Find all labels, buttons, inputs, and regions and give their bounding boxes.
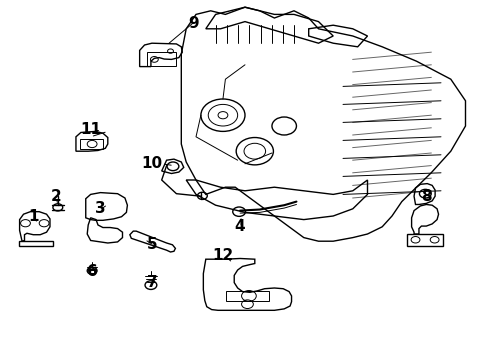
Text: 4: 4 xyxy=(235,219,245,234)
Text: 7: 7 xyxy=(147,275,157,290)
Text: 5: 5 xyxy=(147,237,157,252)
Text: 6: 6 xyxy=(87,264,98,279)
Text: 2: 2 xyxy=(51,189,62,204)
Text: 11: 11 xyxy=(80,122,101,137)
Text: 9: 9 xyxy=(188,16,199,31)
Text: 12: 12 xyxy=(212,248,234,263)
Text: 3: 3 xyxy=(95,201,106,216)
Text: 8: 8 xyxy=(421,189,432,204)
Text: 1: 1 xyxy=(28,209,39,224)
Text: 10: 10 xyxy=(141,156,163,171)
